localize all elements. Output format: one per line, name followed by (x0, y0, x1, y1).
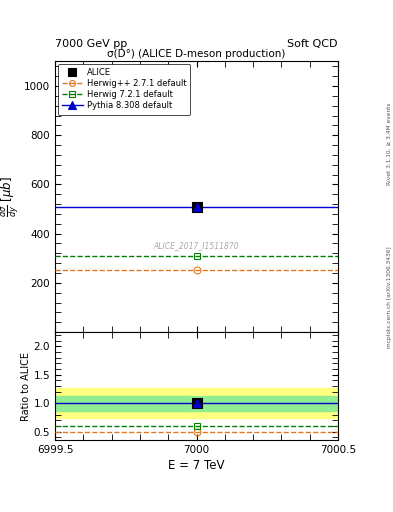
Legend: ALICE, Herwig++ 2.7.1 default, Herwig 7.2.1 default, Pythia 8.308 default: ALICE, Herwig++ 2.7.1 default, Herwig 7.… (57, 64, 191, 115)
Text: 7000 GeV pp: 7000 GeV pp (55, 38, 127, 49)
Text: Rivet 3.1.10, ≥ 3.4M events: Rivet 3.1.10, ≥ 3.4M events (387, 102, 391, 185)
Title: σ(D°) (ALICE D-meson production): σ(D°) (ALICE D-meson production) (107, 49, 286, 59)
Bar (55, 389, 338, 418)
X-axis label: E = 7 TeV: E = 7 TeV (168, 459, 225, 473)
Text: ALICE_2017_I1511870: ALICE_2017_I1511870 (154, 241, 239, 250)
Y-axis label: Ratio to ALICE: Ratio to ALICE (21, 352, 31, 421)
Y-axis label: $\frac{d\sigma}{dy}\ [\mu b]$: $\frac{d\sigma}{dy}\ [\mu b]$ (0, 176, 21, 217)
Text: mcplots.cern.ch [arXiv:1306.3436]: mcplots.cern.ch [arXiv:1306.3436] (387, 246, 391, 348)
Text: Soft QCD: Soft QCD (288, 38, 338, 49)
Bar (55, 396, 338, 411)
